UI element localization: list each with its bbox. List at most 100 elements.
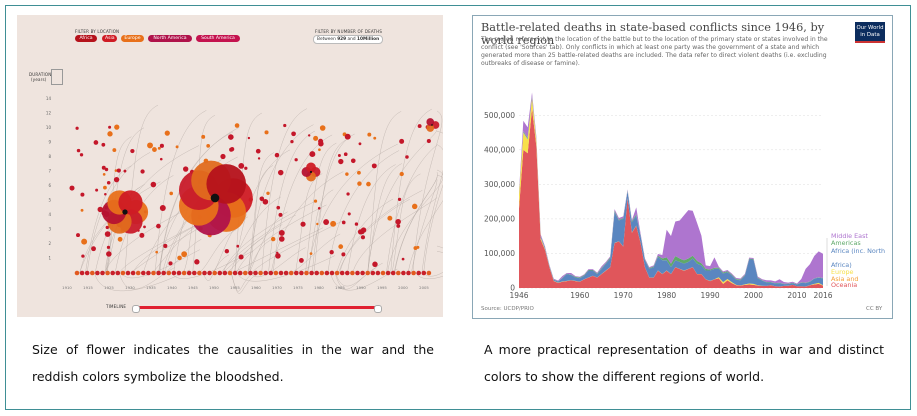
conflict-marker [263, 270, 268, 276]
flower-small [426, 118, 440, 132]
conflict-marker [175, 145, 179, 149]
conflict-marker [220, 153, 226, 160]
conflict-marker [318, 148, 321, 152]
left-caption: Size of flower indicates the causalities… [32, 342, 434, 384]
location-chip[interactable]: South America [196, 35, 240, 42]
legend-label: Asia and [831, 275, 858, 283]
conflict-marker [150, 181, 157, 188]
conflict-marker [421, 270, 427, 276]
conflict-marker [91, 246, 96, 252]
conflict-marker [278, 270, 284, 276]
conflict-marker [237, 270, 243, 276]
conflict-marker [395, 218, 401, 225]
y-tick-label: 1 [48, 256, 51, 261]
trail-line [222, 224, 283, 274]
conflict-marker [95, 188, 99, 192]
conflict-marker [224, 248, 230, 254]
right-caption: A more practical representation of death… [484, 342, 884, 384]
chart-title: Battle-related deaths in state-based con… [481, 21, 825, 47]
conflict-marker [318, 138, 324, 144]
conflict-marker [360, 235, 366, 240]
trail-line [336, 198, 394, 274]
owid-logo[interactable]: Our World in Data [855, 22, 885, 43]
x-tick-label: 2010 [787, 291, 806, 300]
trail-line [250, 247, 306, 277]
trail-line [367, 111, 402, 274]
location-chip[interactable]: North America [148, 35, 192, 42]
y-tick-label: 12 [46, 111, 52, 116]
conflict-marker [411, 203, 418, 210]
conflict-marker [116, 168, 121, 173]
location-chip[interactable]: Asia [102, 35, 117, 42]
conflict-marker [147, 142, 153, 149]
conflict-marker [309, 252, 313, 256]
conflict-marker [217, 270, 223, 276]
conflict-marker [426, 270, 432, 276]
conflict-marker [194, 259, 200, 265]
conflict-marker [232, 270, 238, 276]
conflict-marker [329, 270, 335, 276]
conflict-marker [309, 151, 316, 158]
conflict-marker [270, 236, 276, 242]
conflict-marker [417, 124, 422, 129]
conflict-marker [106, 180, 111, 185]
conflict-marker [105, 270, 110, 276]
y-tick-label: 400,000 [484, 145, 515, 154]
conflict-marker [182, 166, 189, 172]
y-tick-label: 2 [48, 241, 51, 246]
conflict-marker [102, 173, 106, 176]
conflict-marker [155, 250, 159, 254]
x-tick-label: 2000 [398, 285, 408, 290]
x-tick-label: 2005 [419, 285, 429, 290]
conflict-marker [264, 130, 269, 135]
timeline-start-handle[interactable] [132, 304, 140, 313]
x-tick-label: 1960 [251, 285, 261, 290]
trail-line [412, 110, 443, 274]
owid-chart-panel: Battle-related deaths in state-based con… [472, 15, 893, 319]
conflict-marker [81, 238, 88, 245]
conflict-marker [114, 124, 120, 130]
trail-line [367, 163, 402, 274]
trail-line [247, 165, 274, 274]
flower-mid [301, 162, 321, 182]
range-max: 10Million [357, 37, 380, 42]
conflict-marker [90, 270, 95, 276]
conflict-marker [234, 123, 240, 128]
conflict-marker [104, 167, 109, 172]
flower-petal [426, 118, 435, 126]
conflict-marker [401, 270, 406, 276]
conflict-marker [130, 148, 135, 154]
conflict-marker [324, 270, 330, 276]
conflict-marker [372, 261, 378, 267]
conflict-marker [341, 252, 346, 257]
conflict-marker [103, 185, 107, 190]
conflict-marker [277, 169, 284, 176]
conflict-marker [114, 169, 118, 172]
x-tick-label: 2000 [744, 291, 763, 300]
conflict-marker [139, 232, 145, 238]
location-chip[interactable]: Africa [75, 35, 97, 42]
conflict-marker [192, 270, 197, 276]
x-tick-label: 1925 [104, 285, 114, 290]
flower-ww-large [101, 190, 149, 234]
chart-license[interactable]: CC BY [866, 306, 883, 312]
conflict-marker [168, 261, 173, 266]
timeline-slider[interactable] [135, 306, 377, 309]
logo-bar [855, 41, 885, 43]
conflict-marker [159, 157, 163, 161]
conflict-marker [247, 136, 251, 140]
conflict-marker [380, 270, 386, 276]
conflict-marker [80, 192, 85, 197]
legend-label: Middle East [831, 232, 868, 240]
conflict-marker [201, 134, 206, 139]
deaths-range-filter[interactable]: Between 929 and 10Million [313, 35, 384, 44]
x-tick-label: 1945 [188, 285, 198, 290]
x-tick-label: 1995 [377, 285, 387, 290]
location-chip[interactable]: Europe [121, 35, 144, 42]
conflict-marker [300, 221, 306, 227]
conflict-marker [274, 152, 280, 158]
timeline-end-handle[interactable] [374, 304, 382, 313]
trail-line [106, 127, 145, 274]
conflict-marker [317, 207, 321, 210]
flower-ww-huge [178, 160, 253, 236]
